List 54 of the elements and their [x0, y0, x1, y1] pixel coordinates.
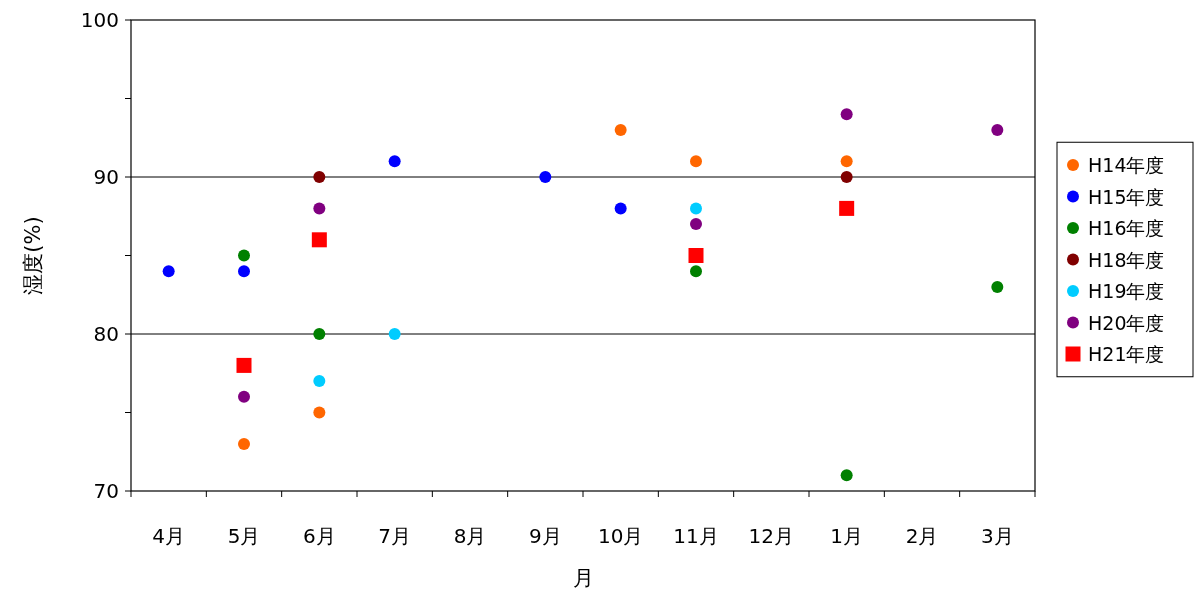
legend-label: H16年度 — [1088, 217, 1165, 239]
point — [313, 202, 326, 215]
x-tick-label: 6月 — [302, 524, 336, 548]
point — [614, 202, 627, 215]
point — [313, 328, 326, 340]
x-tick-label: 1月 — [830, 524, 864, 548]
point — [840, 469, 853, 482]
point — [614, 123, 627, 136]
x-tick-label: 8月 — [453, 524, 487, 548]
x-axis-title: 月 — [572, 566, 594, 590]
point — [991, 123, 1004, 136]
legend-label: H15年度 — [1088, 185, 1165, 208]
point — [313, 406, 326, 419]
point — [238, 437, 250, 450]
point — [539, 171, 552, 183]
point — [840, 155, 853, 168]
point — [690, 265, 702, 278]
y-axis-title: 湿度(%) — [21, 216, 45, 295]
point — [991, 280, 1004, 293]
point — [690, 218, 702, 231]
point — [238, 390, 250, 403]
point — [313, 375, 326, 388]
x-tick-label: 5月 — [227, 524, 261, 548]
legend-label: H20年度 — [1088, 311, 1165, 334]
point — [313, 171, 326, 183]
point — [688, 248, 704, 263]
y-tick-label: 80 — [93, 322, 119, 346]
y-tick-label: 70 — [93, 479, 119, 503]
x-tick-label: 4月 — [152, 524, 186, 548]
x-tick-label: 12月 — [748, 524, 795, 548]
legend-label: H18年度 — [1088, 248, 1165, 271]
point — [311, 232, 327, 248]
x-tick-label: 3月 — [980, 524, 1014, 548]
point — [162, 265, 175, 278]
legend-label: H21年度 — [1088, 343, 1165, 365]
point — [690, 155, 702, 168]
point — [388, 155, 401, 168]
point — [238, 249, 250, 262]
legend-label: H14年度 — [1088, 154, 1165, 176]
point — [690, 202, 702, 215]
point — [840, 171, 853, 183]
point — [238, 265, 250, 278]
point — [840, 108, 853, 121]
point — [839, 200, 855, 216]
point — [236, 357, 252, 373]
x-tick-label: 7月 — [378, 524, 412, 548]
legend-label: H19年度 — [1088, 280, 1165, 302]
x-tick-label: 9月 — [528, 524, 562, 548]
y-tick-label: 90 — [93, 165, 119, 189]
point — [388, 328, 401, 340]
x-tick-label: 10月 — [597, 524, 644, 548]
x-tick-label: 11月 — [673, 524, 719, 548]
y-tick-label: 100 — [80, 8, 119, 32]
x-tick-label: 2月 — [905, 524, 939, 548]
